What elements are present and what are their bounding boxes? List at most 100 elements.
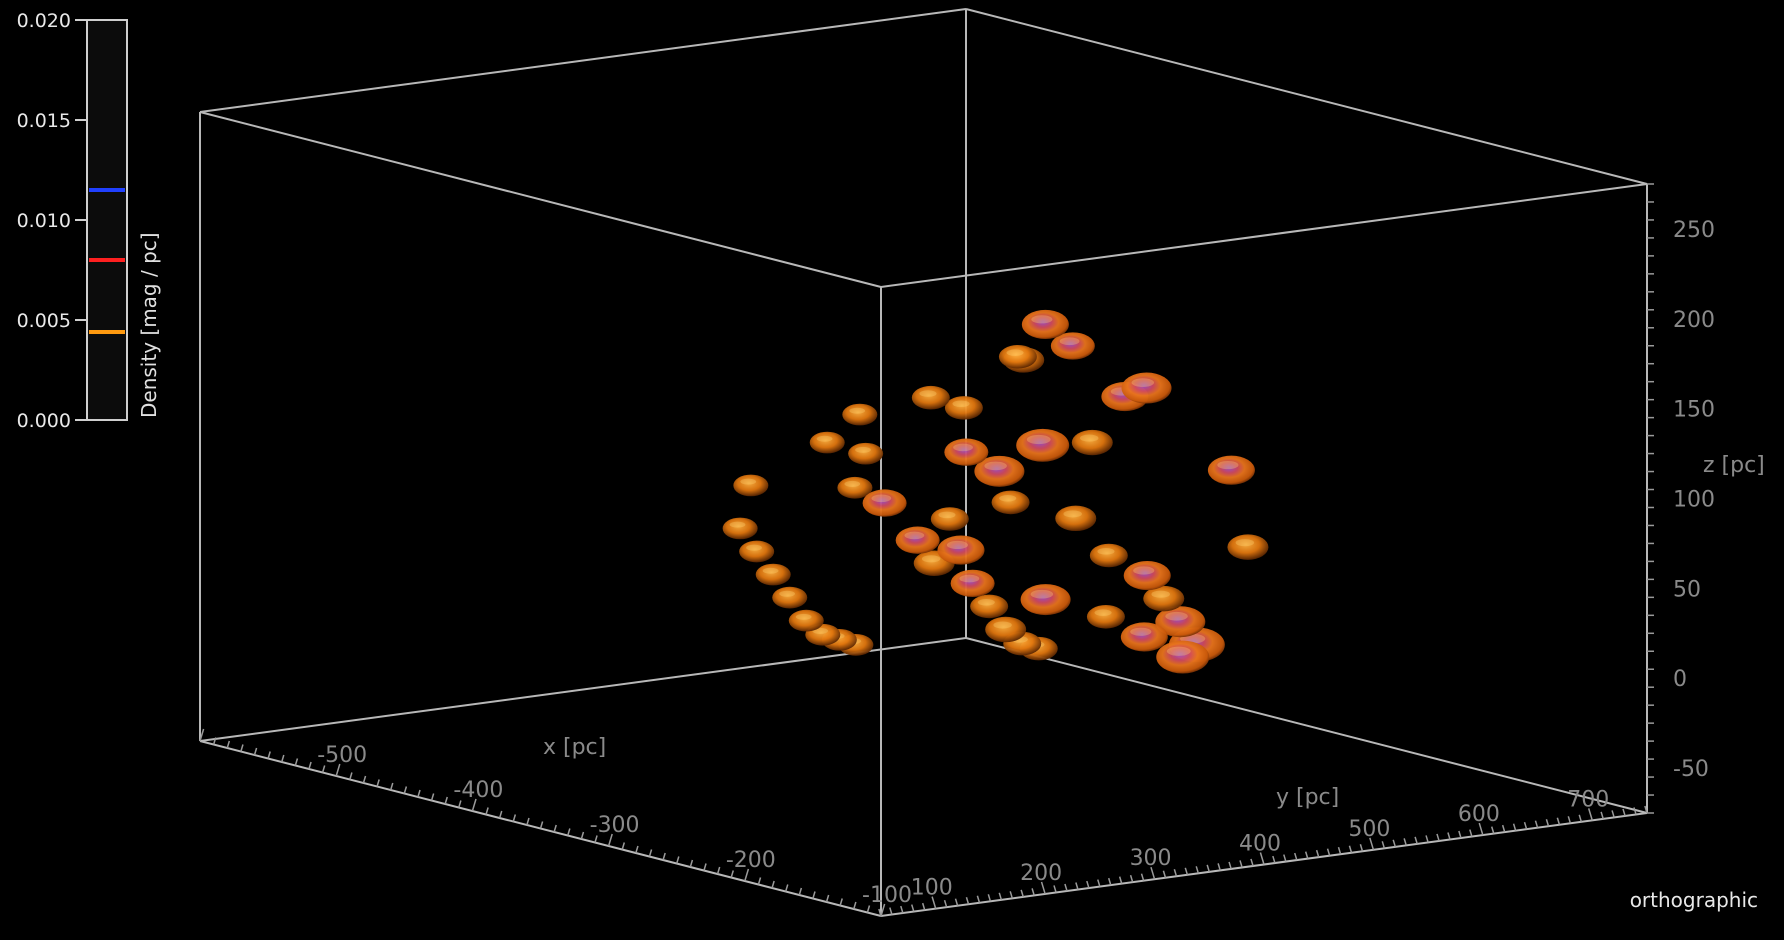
x-tick xyxy=(880,903,886,917)
x-tick xyxy=(771,880,775,889)
y-tick xyxy=(1075,882,1079,890)
y-tick xyxy=(1414,836,1418,845)
x-tick xyxy=(784,884,789,892)
y-tick xyxy=(1129,874,1134,883)
x-tick xyxy=(267,751,271,759)
x-tick xyxy=(335,763,341,777)
x-tick xyxy=(212,737,217,745)
density-blob xyxy=(788,609,824,632)
y-tick xyxy=(1272,855,1276,864)
density-blob xyxy=(1055,505,1097,532)
y-axis: 100 200 300 400 500 600 700 xyxy=(878,787,1648,917)
y-tick xyxy=(1644,805,1648,814)
density-blob xyxy=(1143,585,1185,612)
x-tick xyxy=(607,833,613,847)
box-edge xyxy=(880,183,1648,288)
density-blob xyxy=(911,385,950,410)
y-tick-label: 100 xyxy=(911,876,953,901)
colorbar-tick-label: 0.015 xyxy=(17,110,71,132)
z-tick-label: 200 xyxy=(1673,308,1715,333)
density-blob xyxy=(733,474,769,497)
box-edge xyxy=(965,637,1648,814)
box-edge xyxy=(199,8,967,113)
colorbar-frame xyxy=(86,19,128,421)
z-tick-label: -50 xyxy=(1673,757,1709,782)
colorbar-label: Density [mag / pc] xyxy=(137,232,161,418)
x-tick xyxy=(498,810,503,819)
density-blob xyxy=(755,563,791,586)
x-tick xyxy=(403,786,408,794)
y-tick xyxy=(1436,833,1440,842)
x-tick xyxy=(526,817,530,826)
z-axis-label: z [pc] xyxy=(1703,453,1765,478)
colorbar-tick-label: 0.010 xyxy=(17,210,71,232)
density-blob xyxy=(809,431,845,454)
y-tick xyxy=(1567,816,1572,824)
y-tick xyxy=(1250,858,1254,867)
y-tick xyxy=(1053,885,1057,893)
y-tick xyxy=(1040,881,1046,895)
y-tick xyxy=(1578,814,1583,823)
density-blob xyxy=(998,344,1037,369)
y-tick xyxy=(1086,880,1090,889)
x-tick xyxy=(281,754,285,763)
density-blob xyxy=(1021,309,1069,340)
y-tick xyxy=(1545,819,1550,827)
y-tick xyxy=(965,897,970,905)
density-blob xyxy=(1155,606,1206,638)
colorbar-levels xyxy=(89,188,125,334)
x-tick xyxy=(744,868,750,882)
x-tick xyxy=(253,747,258,756)
y-tick xyxy=(1600,811,1604,820)
x-axis-label: x [pc] xyxy=(543,735,606,760)
z-axis: -50 0 50 100 150 200 250 xyxy=(1647,183,1715,814)
density-blob xyxy=(848,442,884,465)
y-tick xyxy=(1162,870,1167,878)
density-blob xyxy=(950,569,995,598)
y-tick xyxy=(1239,860,1243,868)
y-tick xyxy=(1140,873,1145,881)
density-blobs xyxy=(722,309,1269,674)
colorbar-ticks: 0.020 0.015 0.010 0.005 0.000 xyxy=(17,10,87,432)
y-tick xyxy=(1228,861,1232,870)
y-tick xyxy=(954,898,959,906)
y-tick xyxy=(889,907,893,915)
x-tick xyxy=(662,852,666,861)
y-tick xyxy=(987,894,992,902)
y-tick xyxy=(1009,891,1014,899)
y-tick xyxy=(1633,807,1637,815)
x-tick xyxy=(512,814,517,822)
x-tick xyxy=(812,891,816,899)
y-tick-label: 200 xyxy=(1020,861,1062,886)
z-tick-label: 50 xyxy=(1673,577,1701,602)
x-tick-label: -200 xyxy=(726,848,776,873)
density-blob xyxy=(985,616,1027,643)
x-tick xyxy=(675,856,680,864)
y-tick-label: 700 xyxy=(1567,787,1609,812)
y-tick xyxy=(878,908,882,917)
z-tick-label: 100 xyxy=(1673,488,1715,513)
density-blob xyxy=(837,476,873,499)
density-blob xyxy=(974,455,1025,487)
y-tick xyxy=(1173,869,1178,877)
density-blob xyxy=(1020,584,1071,616)
colorbar-tick-label: 0.020 xyxy=(17,10,71,32)
density-blob xyxy=(991,490,1030,515)
x-tick-label: -100 xyxy=(862,883,912,908)
x-tick xyxy=(294,758,299,766)
density-blob xyxy=(895,526,940,554)
z-tick-label: 250 xyxy=(1673,218,1715,243)
y-tick xyxy=(1469,829,1473,837)
x-tick xyxy=(199,728,205,742)
density-blob xyxy=(970,594,1009,619)
x-tick xyxy=(621,842,626,850)
x-axis: -500 -400 -300 -200 -100 xyxy=(199,728,912,917)
y-tick xyxy=(1337,846,1342,855)
y-tick xyxy=(1326,848,1331,856)
x-tick xyxy=(648,849,653,857)
box-edge xyxy=(199,111,882,288)
density-blob xyxy=(739,540,775,563)
y-tick xyxy=(1294,852,1298,861)
